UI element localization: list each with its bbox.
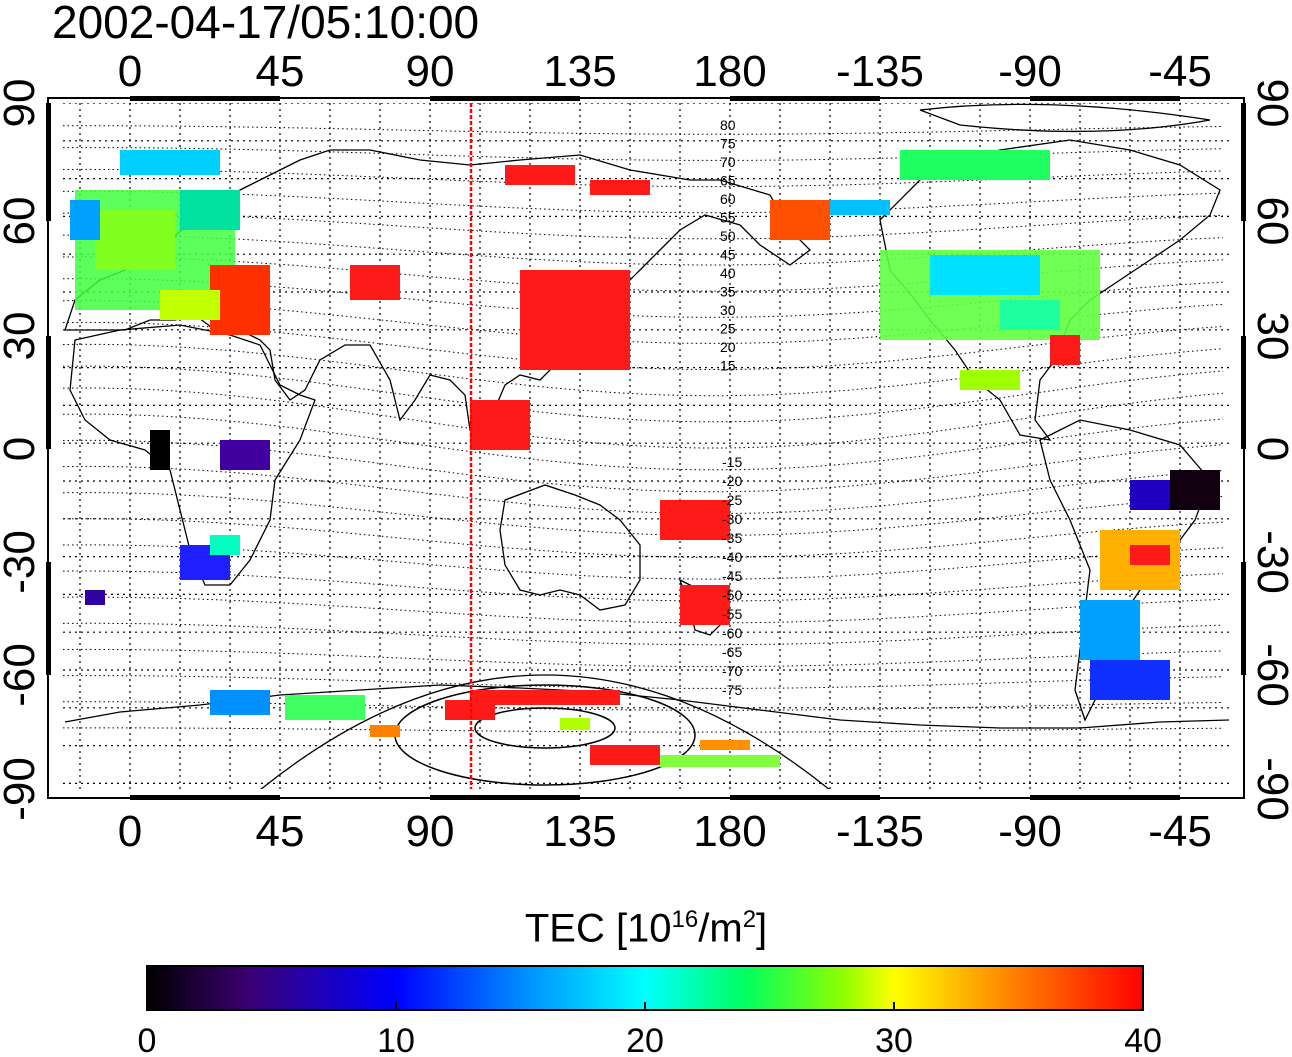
contour-label-south: -40: [722, 549, 742, 565]
frame-bars: [46, 96, 1246, 800]
contour-label-south: -20: [722, 473, 742, 489]
contour-label-north: 25: [720, 321, 736, 337]
contour-label-north: 20: [720, 339, 736, 355]
contour-label-north: 55: [720, 210, 736, 226]
colorbar-title: TEC [1016/m2]: [524, 906, 768, 951]
contour-label-south: -45: [722, 568, 742, 584]
lon-tick-top: -45: [1148, 47, 1212, 96]
contour-label-south: -75: [722, 682, 742, 698]
colorbar-tick-label: 10: [377, 1022, 415, 1057]
colorbar-tick-label: 0: [138, 1022, 157, 1057]
contour-label-south: -65: [722, 644, 742, 660]
lon-tick-top: 0: [118, 47, 142, 96]
lat-tick-right: 90: [1248, 79, 1292, 128]
lat-tick-left: 90: [0, 79, 44, 128]
contour-label-north: 75: [720, 136, 736, 152]
lat-tick-left: -30: [0, 530, 44, 594]
contour-label-north: 60: [720, 191, 736, 207]
colorbar-ticks: 0 10 20 30 40: [138, 1002, 1162, 1057]
lat-tick-right: -60: [1248, 643, 1292, 707]
contour-label-north: 50: [720, 228, 736, 244]
contour-label-north: 30: [720, 302, 736, 318]
lon-tick-top: 45: [256, 47, 305, 96]
contour-label-south: -30: [722, 511, 742, 527]
lon-tick-bottom: 90: [406, 807, 455, 856]
lon-tick-bottom: -90: [998, 807, 1062, 856]
lat-tick-right: -90: [1248, 757, 1292, 821]
contour-label-south: -35: [722, 530, 742, 546]
contour-label-north: 35: [720, 284, 736, 300]
lon-tick-bottom: -135: [836, 807, 924, 856]
lon-tick-bottom: -45: [1148, 807, 1212, 856]
lon-tick-top: -90: [998, 47, 1062, 96]
contour-label-north: 40: [720, 265, 736, 281]
contour-label-north: 15: [720, 358, 736, 374]
lon-tick-top: 90: [406, 47, 455, 96]
lon-tick-top: 180: [693, 47, 766, 96]
colorbar-tick-label: 40: [1124, 1022, 1162, 1057]
lat-tick-right: 60: [1248, 197, 1292, 246]
contour-label-north: 65: [720, 173, 736, 189]
contour-label-south: -50: [722, 587, 742, 603]
colorbar-tick-label: 20: [626, 1022, 664, 1057]
contour-label-south: -70: [722, 663, 742, 679]
tec-data-points: [70, 150, 1220, 767]
lon-tick-top: -135: [836, 47, 924, 96]
lat-tick-left: -90: [0, 757, 44, 821]
contour-label-south: -55: [722, 606, 742, 622]
lat-tick-left: 30: [0, 312, 44, 361]
map-timestamp-title: 2002-04-17/05:10:00: [52, 0, 480, 48]
lon-tick-top: 135: [543, 47, 616, 96]
lat-tick-left: -60: [0, 643, 44, 707]
axis-labels: 0 45 90 135 180 -135 -90 -450 45 90 135 180 -135 -90-…: [0, 47, 1292, 856]
contour-label-north: 80: [720, 117, 736, 133]
contour-label-north: 45: [720, 247, 736, 263]
lon-tick-bottom: 180: [693, 807, 766, 856]
lat-tick-left: 0: [0, 437, 44, 461]
lon-tick-bottom: 45: [256, 807, 305, 856]
contour-label-south: -60: [722, 625, 742, 641]
colorbar-tick-label: 30: [875, 1022, 913, 1057]
contour-labels: 80 75 70 65 60 55 50 45 40 35 30 25 20 15 -15 -20 -25 -30…: [720, 117, 742, 698]
contour-label-north: 70: [720, 154, 736, 170]
lat-tick-left: 60: [0, 197, 44, 246]
lat-tick-right: -30: [1248, 530, 1292, 594]
lat-tick-right: 30: [1248, 312, 1292, 361]
lon-tick-bottom: 0: [118, 807, 142, 856]
contour-label-south: -15: [722, 454, 742, 470]
lat-tick-right: 0: [1248, 437, 1292, 461]
lon-tick-bottom: 135: [543, 807, 616, 856]
contour-label-south: -25: [722, 492, 742, 508]
